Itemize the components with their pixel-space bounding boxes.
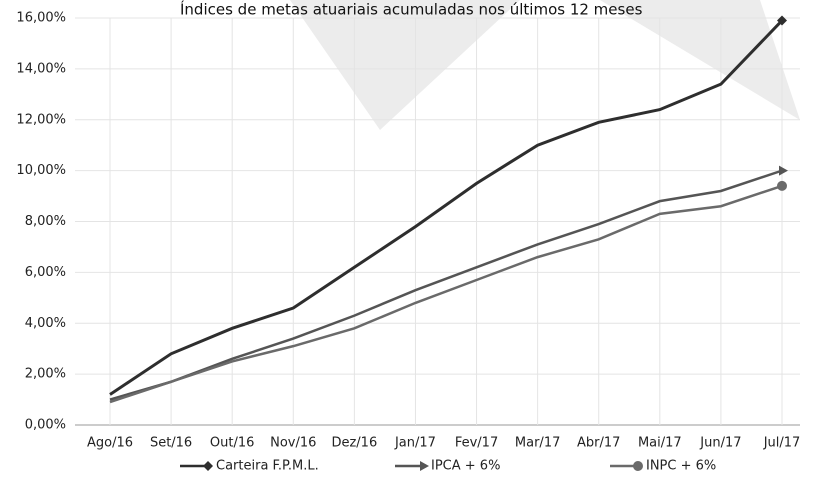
y-tick-label: 12,00%: [16, 112, 66, 127]
y-tick-label: 16,00%: [16, 11, 66, 26]
x-tick-label: Jul/17: [763, 436, 801, 451]
series-line: [110, 21, 782, 395]
legend-label: INPC + 6%: [646, 459, 716, 474]
x-tick-label: Jan/17: [394, 436, 436, 451]
y-tick-label: 0,00%: [25, 418, 66, 433]
background-decoration: [290, 0, 800, 130]
x-tick-label: Ago/16: [87, 436, 133, 451]
x-tick-label: Nov/16: [270, 436, 316, 451]
x-tick-label: Set/16: [150, 436, 192, 451]
x-tick-label: Fev/17: [455, 436, 498, 451]
x-tick-label: Abr/17: [577, 436, 620, 451]
y-tick-label: 8,00%: [25, 214, 66, 229]
y-tick-label: 10,00%: [16, 163, 66, 178]
legend-marker: [420, 461, 429, 471]
y-tick-label: 2,00%: [25, 367, 66, 382]
legend-label: Carteira F.P.M.L.: [216, 459, 319, 474]
x-tick-label: Dez/16: [331, 436, 377, 451]
legend-label: IPCA + 6%: [431, 459, 500, 474]
x-tick-label: Out/16: [210, 436, 255, 451]
chart: Índices de metas atuariais acumuladas no…: [0, 0, 821, 482]
y-tick-label: 14,00%: [16, 61, 66, 76]
series-end-marker: [777, 181, 787, 191]
x-tick-label: Mai/17: [638, 436, 682, 451]
legend-marker: [633, 461, 643, 471]
y-tick-label: 6,00%: [25, 265, 66, 280]
x-tick-label: Mar/17: [515, 436, 560, 451]
x-tick-label: Jun/17: [699, 436, 741, 451]
series-line: [110, 186, 782, 402]
chart-title: Índices de metas atuariais acumuladas no…: [180, 0, 643, 19]
y-tick-label: 4,00%: [25, 316, 66, 331]
series-end-marker: [779, 166, 788, 176]
legend-marker: [203, 461, 213, 471]
